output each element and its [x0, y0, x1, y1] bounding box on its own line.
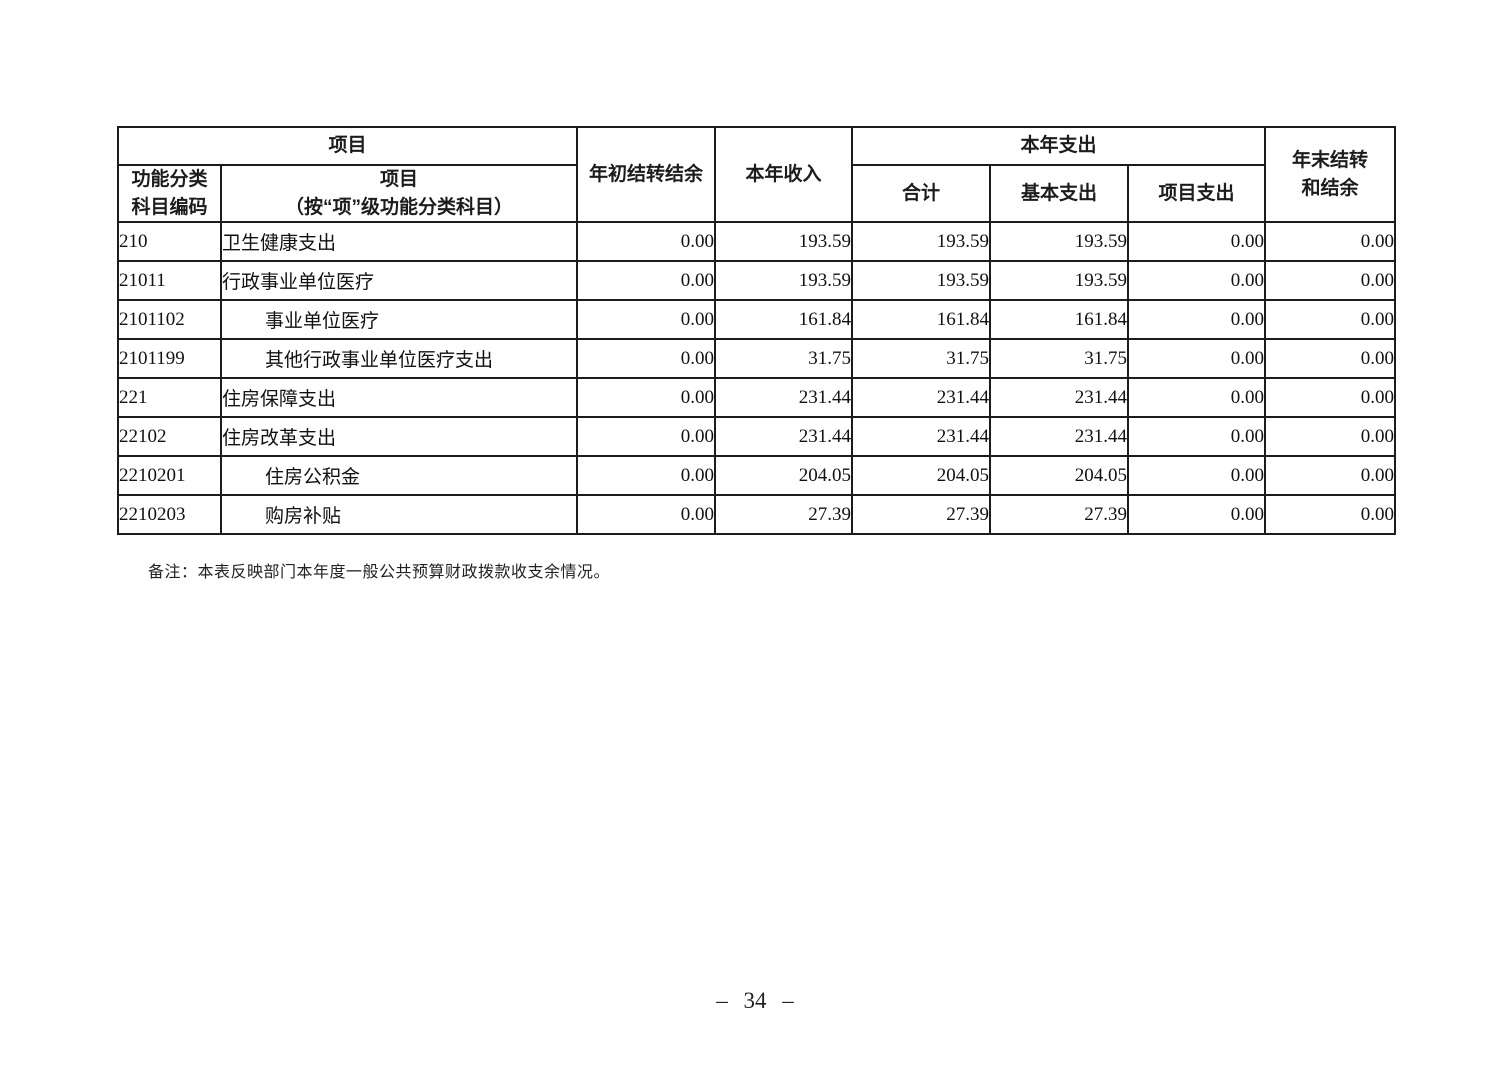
header-beginning-balance: 年初结转结余	[576, 125, 717, 224]
header-project-expenditure: 项目支出	[1127, 163, 1267, 224]
cell-project-name: 其他行政事业单位医疗支出	[219, 338, 579, 380]
cell-code: 22102	[117, 416, 222, 458]
header-year-end-balance: 年末结转 和结余	[1264, 125, 1397, 224]
cell-current-income: 27.39	[714, 494, 854, 536]
table-row: 2101199 其他行政事业单位医疗支出 0.00 31.75 31.75 31…	[117, 338, 1397, 380]
table-body: 210 卫生健康支出 0.00 193.59 193.59 193.59 0.0…	[117, 221, 1397, 536]
cell-exp-total: 27.39	[851, 494, 992, 536]
table-row: 21011 行政事业单位医疗 0.00 193.59 193.59 193.59…	[117, 260, 1397, 302]
header-basic-expenditure: 基本支出	[989, 163, 1130, 224]
header-current-income: 本年收入	[714, 125, 854, 224]
cell-beginning-balance: 0.00	[576, 221, 717, 263]
cell-current-income: 193.59	[714, 221, 854, 263]
cell-year-end-balance: 0.00	[1264, 299, 1397, 341]
cell-exp-total: 193.59	[851, 260, 992, 302]
cell-basic-expenditure: 193.59	[989, 221, 1130, 263]
cell-project-expenditure: 0.00	[1127, 338, 1267, 380]
cell-beginning-balance: 0.00	[576, 416, 717, 458]
header-exp-total: 合计	[851, 163, 992, 224]
table-header: 项目 年初结转结余 本年收入 本年支出 年末结转 和结余 功能分类 科目编码 项…	[116, 125, 1397, 224]
cell-current-income: 31.75	[714, 338, 854, 380]
cell-year-end-balance: 0.00	[1264, 221, 1397, 263]
page-number: – 34 –	[716, 988, 794, 1013]
cell-basic-expenditure: 193.59	[989, 260, 1130, 302]
cell-basic-expenditure: 27.39	[989, 494, 1130, 536]
cell-project-name: 住房保障支出	[219, 377, 579, 419]
header-project-group: 项目	[116, 126, 579, 166]
cell-project-expenditure: 0.00	[1127, 416, 1267, 458]
table-row: 2210203 购房补贴 0.00 27.39 27.39 27.39 0.00…	[117, 494, 1397, 536]
cell-basic-expenditure: 231.44	[989, 416, 1130, 458]
cell-current-income: 161.84	[714, 299, 854, 341]
cell-code: 2210203	[117, 494, 222, 536]
cell-project-name: 住房改革支出	[219, 416, 579, 458]
cell-project-expenditure: 0.00	[1127, 221, 1267, 263]
cell-project-name: 事业单位医疗	[219, 299, 579, 341]
header-row-1: 项目 年初结转结余 本年收入 本年支出 年末结转 和结余	[116, 125, 1397, 224]
cell-beginning-balance: 0.00	[576, 377, 717, 419]
cell-beginning-balance: 0.00	[576, 260, 717, 302]
cell-project-expenditure: 0.00	[1127, 299, 1267, 341]
cell-exp-total: 161.84	[851, 299, 992, 341]
cell-project-name: 购房补贴	[219, 494, 579, 536]
cell-year-end-balance: 0.00	[1264, 455, 1397, 497]
cell-code: 2101102	[117, 299, 222, 341]
cell-basic-expenditure: 204.05	[989, 455, 1130, 497]
cell-project-name: 行政事业单位医疗	[219, 260, 579, 302]
cell-year-end-balance: 0.00	[1264, 377, 1397, 419]
cell-exp-total: 231.44	[851, 416, 992, 458]
table-row: 2101102 事业单位医疗 0.00 161.84 161.84 161.84…	[117, 299, 1397, 341]
table-row: 2210201 住房公积金 0.00 204.05 204.05 204.05 …	[117, 455, 1397, 497]
cell-exp-total: 231.44	[851, 377, 992, 419]
cell-project-expenditure: 0.00	[1127, 455, 1267, 497]
header-project-item: 项目 （按“项”级功能分类科目）	[219, 163, 579, 224]
cell-code: 221	[117, 377, 222, 419]
cell-beginning-balance: 0.00	[576, 455, 717, 497]
cell-current-income: 231.44	[714, 416, 854, 458]
cell-basic-expenditure: 31.75	[989, 338, 1130, 380]
cell-project-expenditure: 0.00	[1127, 260, 1267, 302]
cell-current-income: 204.05	[714, 455, 854, 497]
cell-year-end-balance: 0.00	[1264, 494, 1397, 536]
cell-project-name: 住房公积金	[219, 455, 579, 497]
cell-exp-total: 31.75	[851, 338, 992, 380]
cell-basic-expenditure: 161.84	[989, 299, 1130, 341]
header-function-code: 功能分类 科目编码	[117, 163, 222, 224]
cell-basic-expenditure: 231.44	[989, 377, 1130, 419]
cell-project-name: 卫生健康支出	[219, 221, 579, 263]
cell-beginning-balance: 0.00	[576, 338, 717, 380]
table-row: 210 卫生健康支出 0.00 193.59 193.59 193.59 0.0…	[117, 221, 1397, 263]
cell-project-expenditure: 0.00	[1127, 377, 1267, 419]
footnote: 备注：本表反映部门本年度一般公共预算财政拨款收支余情况。	[148, 564, 611, 581]
cell-year-end-balance: 0.00	[1264, 260, 1397, 302]
cell-beginning-balance: 0.00	[576, 494, 717, 536]
cell-code: 21011	[117, 260, 222, 302]
cell-current-income: 193.59	[714, 260, 854, 302]
cell-project-expenditure: 0.00	[1127, 494, 1267, 536]
cell-code: 210	[117, 221, 222, 263]
cell-year-end-balance: 0.00	[1264, 338, 1397, 380]
cell-exp-total: 204.05	[851, 455, 992, 497]
budget-table: 项目 年初结转结余 本年收入 本年支出 年末结转 和结余 功能分类 科目编码 项…	[116, 125, 1397, 536]
header-current-expenditure: 本年支出	[851, 126, 1267, 166]
cell-current-income: 231.44	[714, 377, 854, 419]
cell-year-end-balance: 0.00	[1264, 416, 1397, 458]
cell-code: 2210201	[117, 455, 222, 497]
table-row: 221 住房保障支出 0.00 231.44 231.44 231.44 0.0…	[117, 377, 1397, 419]
cell-code: 2101199	[117, 338, 222, 380]
cell-exp-total: 193.59	[851, 221, 992, 263]
header-row-2: 功能分类 科目编码 项目 （按“项”级功能分类科目） 合计 基本支出 项目支出	[117, 163, 1395, 224]
table-row: 22102 住房改革支出 0.00 231.44 231.44 231.44 0…	[117, 416, 1397, 458]
cell-beginning-balance: 0.00	[576, 299, 717, 341]
